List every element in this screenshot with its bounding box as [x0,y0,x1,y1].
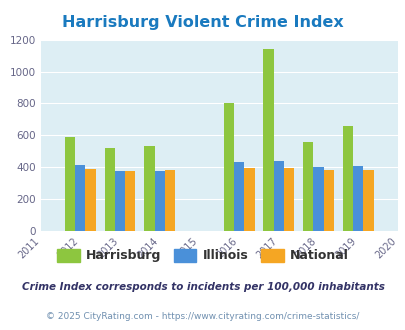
Bar [283,168,294,231]
Legend: Harrisburg, Illinois, National: Harrisburg, Illinois, National [52,244,353,268]
Text: Harrisburg Violent Crime Index: Harrisburg Violent Crime Index [62,15,343,30]
Bar [125,171,135,231]
Bar [342,126,352,231]
Text: © 2025 CityRating.com - https://www.cityrating.com/crime-statistics/: © 2025 CityRating.com - https://www.city… [46,312,359,321]
Bar [233,162,244,231]
Bar [362,170,373,231]
Bar [302,142,313,231]
Bar [85,169,96,231]
Bar [75,165,85,231]
Bar [323,170,333,231]
Bar [244,168,254,231]
Bar [273,161,283,231]
Bar [164,170,175,231]
Bar [223,103,233,231]
Bar [352,166,362,231]
Text: Crime Index corresponds to incidents per 100,000 inhabitants: Crime Index corresponds to incidents per… [21,282,384,292]
Bar [263,49,273,231]
Bar [104,148,115,231]
Bar [313,167,323,231]
Bar [144,146,154,231]
Bar [154,171,164,231]
Bar [115,171,125,231]
Bar [65,137,75,231]
